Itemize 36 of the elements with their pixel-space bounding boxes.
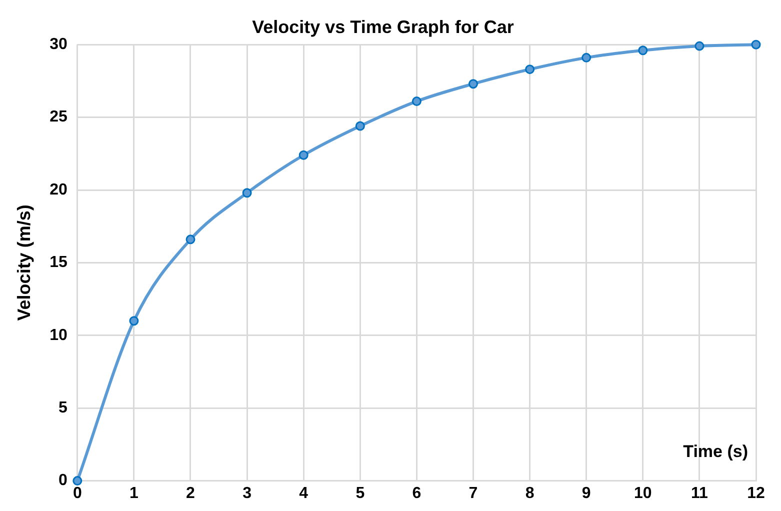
point [298,150,308,160]
x-tick-label: 12 [747,484,765,502]
x-tick-label: 5 [356,484,365,502]
y-axis-title: Velocity (m/s) [14,204,34,321]
point [412,96,422,106]
point [186,234,196,244]
point [355,121,365,131]
x-tick-label: 8 [525,484,534,502]
point [72,476,82,486]
y-tick-label: 5 [58,400,68,417]
y-tick-label: 0 [58,472,68,490]
point [694,41,704,51]
y-tick-label: 15 [50,254,68,272]
x-tick-label: 6 [412,484,422,502]
x-tick-label: 1 [129,484,138,502]
x-tick-label: 9 [582,484,591,502]
chart-title: Velocity vs Time Graph for Car [252,16,514,37]
point [751,40,761,50]
x-tick-label: 10 [634,484,652,502]
y-tick-label: 25 [50,108,68,126]
y-tick-label: 30 [50,36,68,54]
x-axis-title: Time (s) [683,442,748,461]
x-tick-label: 0 [72,484,82,502]
x-tick-label: 4 [299,484,308,502]
x-tick-label: 2 [186,484,196,502]
point [638,46,648,56]
x-tick-label: 11 [690,484,708,502]
point [468,79,478,89]
y-tick-label: 10 [50,326,68,344]
point [242,188,252,198]
y-tick-label: 20 [50,181,68,198]
point [525,64,535,74]
point [129,316,139,326]
x-tick-label: 7 [468,484,478,502]
x-tick-label: 3 [242,484,252,502]
point [582,52,592,62]
